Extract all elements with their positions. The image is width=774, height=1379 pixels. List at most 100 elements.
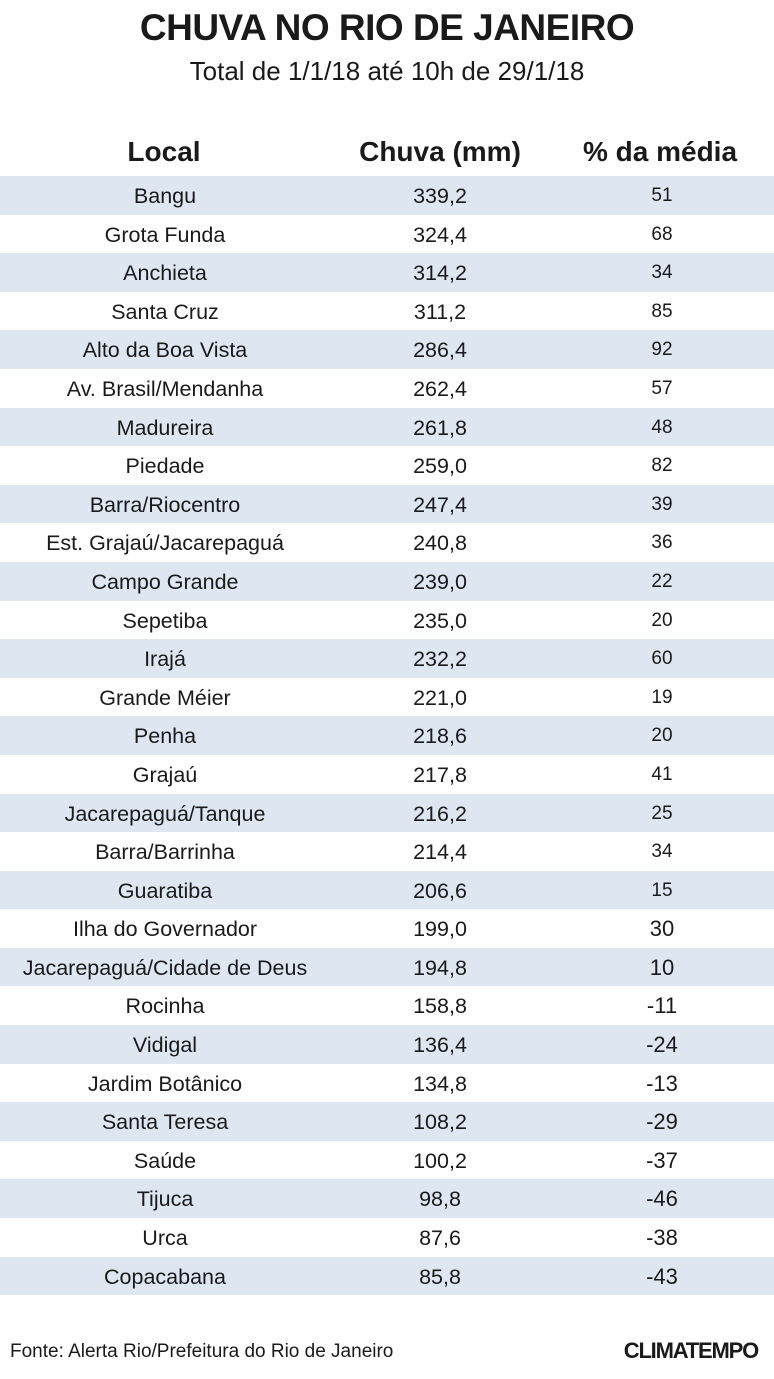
cell-chuva: 98,8 [419, 1187, 461, 1212]
table-row: Santa Cruz 311,2 85 [0, 292, 774, 331]
cell-local: Grande Méier [99, 685, 231, 710]
cell-pct: 20 [651, 725, 673, 747]
cell-pct: 34 [651, 262, 673, 284]
cell-pct: -24 [646, 1032, 678, 1058]
cell-chuva: 339,2 [413, 184, 467, 208]
cell-local: Tijuca [136, 1187, 194, 1212]
cell-chuva: 247,4 [413, 492, 467, 517]
cell-local: Copacabana [104, 1264, 226, 1289]
table-row: Tijuca 98,8 -46 [0, 1179, 774, 1219]
cell-chuva: 216,2 [413, 801, 467, 826]
cell-pct: -43 [646, 1263, 678, 1289]
cell-chuva: 239,0 [413, 569, 467, 594]
cell-pct: 36 [651, 532, 673, 554]
cell-chuva: 87,6 [419, 1226, 461, 1251]
cell-pct: 60 [651, 648, 673, 670]
table-row: Piedade 259,0 82 [0, 446, 774, 485]
cell-chuva: 217,8 [413, 762, 467, 787]
cell-pct: -13 [646, 1070, 678, 1096]
table-row: Penha 218,6 20 [0, 716, 774, 755]
cell-chuva: 261,8 [413, 415, 467, 440]
table-header: Local Chuva (mm) % da média [0, 132, 774, 172]
table-row: Guaratiba 206,6 15 [0, 870, 774, 910]
column-header-chuva: Chuva (mm) [359, 136, 521, 167]
cell-local: Jacarepaguá/Cidade de Deus [22, 955, 308, 980]
cell-chuva: 158,8 [413, 994, 467, 1019]
cell-chuva: 240,8 [413, 531, 467, 556]
cell-local: Alto da Boa Vista [82, 338, 248, 363]
cell-local: Jardim Botânico [87, 1071, 243, 1096]
cell-pct: 41 [651, 763, 673, 785]
cell-pct: 68 [651, 223, 673, 245]
cell-local: Jacarepaguá/Tanque [64, 801, 266, 826]
cell-chuva: 85,8 [419, 1264, 461, 1289]
table-row: Grajaú 217,8 41 [0, 755, 774, 794]
cell-pct: 19 [651, 686, 673, 708]
cell-chuva: 214,4 [413, 840, 467, 865]
table-row: Madureira 261,8 48 [0, 407, 774, 447]
cell-chuva: 134,8 [413, 1071, 467, 1096]
table-row: Barra/Riocentro 247,4 39 [0, 484, 774, 524]
cell-pct: 85 [651, 300, 673, 322]
cell-local: Campo Grande [91, 569, 239, 594]
cell-local: Saúde [133, 1148, 197, 1173]
cell-chuva: 235,0 [413, 608, 467, 633]
cell-local: Urca [142, 1226, 188, 1251]
table-row: Grande Méier 221,0 19 [0, 678, 774, 717]
table-row: Grota Funda 324,4 68 [0, 215, 774, 254]
table-row: Vidigal 136,4 -24 [0, 1025, 774, 1064]
cell-local: Santa Cruz [111, 299, 219, 324]
cell-local: Grajaú [132, 762, 198, 787]
cell-local: Rocinha [125, 994, 205, 1019]
cell-chuva: 314,2 [413, 261, 467, 286]
cell-pct: 10 [649, 954, 675, 980]
cell-local: Guaratiba [117, 878, 213, 903]
source-note: Fonte: Alerta Rio/Prefeitura do Rio de J… [10, 1341, 394, 1362]
cell-pct: 92 [651, 339, 673, 361]
cell-pct: 39 [651, 493, 673, 515]
cell-chuva: 259,0 [413, 454, 467, 479]
cell-pct: -38 [646, 1225, 678, 1251]
cell-chuva: 199,0 [413, 917, 467, 942]
cell-pct: 51 [651, 185, 673, 206]
cell-pct: -37 [646, 1147, 678, 1173]
column-header-local: Local [127, 136, 201, 167]
cell-pct: 30 [649, 916, 675, 942]
table-row: Ilha do Governador 199,0 30 [0, 909, 774, 948]
table-row: Sepetiba 235,0 20 [0, 601, 774, 640]
table-row: Barra/Barrinha 214,4 34 [0, 832, 774, 871]
cell-pct: 48 [651, 416, 673, 438]
cell-local: Av. Brasil/Mendanha [66, 376, 264, 401]
cell-local: Barra/Riocentro [89, 492, 241, 517]
table-row: Saúde 100,2 -37 [0, 1141, 774, 1180]
cell-chuva: 286,4 [413, 338, 467, 363]
cell-chuva: 311,2 [413, 299, 467, 324]
table-row: Est. Grajaú/Jacarepaguá 240,8 36 [0, 523, 774, 562]
chart-subtitle: Total de 1/1/18 até 10h de 29/1/18 [189, 56, 585, 86]
table-row: Jacarepaguá/Tanque 216,2 25 [0, 793, 774, 833]
cell-local: Irajá [144, 647, 186, 672]
table-row: Alto da Boa Vista 286,4 92 [0, 330, 774, 369]
cell-chuva: 218,6 [413, 724, 467, 749]
cell-pct: 22 [651, 570, 673, 592]
cell-local: Bangu [133, 184, 197, 208]
cell-chuva: 324,4 [413, 222, 467, 247]
table-row: Copacabana 85,8 -43 [0, 1256, 774, 1296]
cell-local: Grota Funda [104, 222, 226, 247]
cell-pct: 82 [651, 455, 673, 477]
chart-title: CHUVA NO RIO DE JANEIRO [139, 7, 635, 48]
cell-chuva: 136,4 [413, 1033, 467, 1058]
cell-local: Barra/Barrinha [95, 840, 235, 865]
cell-local: Anchieta [123, 261, 207, 286]
table-row: Santa Teresa 108,2 -29 [0, 1102, 774, 1141]
table-row: Irajá 232,2 60 [0, 639, 774, 678]
cell-local: Penha [133, 724, 197, 749]
cell-local: Piedade [125, 454, 205, 479]
cell-chuva: 206,6 [413, 878, 467, 903]
cell-pct: -29 [646, 1109, 678, 1135]
cell-local: Est. Grajaú/Jacarepaguá [46, 531, 284, 556]
cell-local: Santa Teresa [101, 1110, 229, 1135]
table-row: Jardim Botânico 134,8 -13 [0, 1064, 774, 1103]
rain-table: Bangu 339,2 51 Grota Funda 324,4 68 Anchieta 31… [0, 176, 774, 1296]
cell-pct: 25 [651, 802, 673, 824]
